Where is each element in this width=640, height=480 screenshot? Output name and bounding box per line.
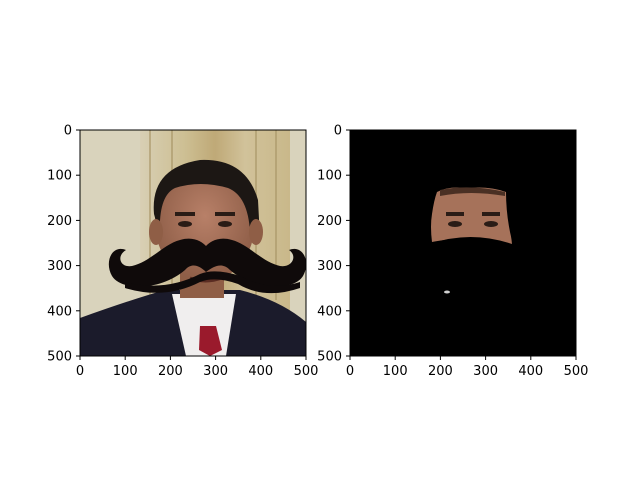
right-ticks: 0 100 200 300 400 500 0 100 200 300 400 500	[317, 124, 588, 380]
left-ytick-label: 300	[47, 259, 72, 274]
right-eye	[218, 221, 232, 227]
masked-face-region	[431, 187, 512, 246]
left-axes-frame	[79, 129, 307, 357]
left-xtick-label: 0	[76, 364, 84, 379]
masked-right-brow	[482, 212, 500, 216]
left-xtick-label: 200	[158, 364, 183, 379]
left-image	[80, 130, 306, 356]
right-ytick-label: 500	[317, 350, 342, 365]
right-xtick-label: 400	[518, 364, 543, 379]
left-eye	[178, 221, 192, 227]
left-ytick-label: 400	[47, 304, 72, 319]
mustache	[108, 238, 306, 287]
left-ear	[149, 219, 163, 245]
left-xtick-label: 500	[294, 364, 319, 379]
right-ytick-label: 0	[334, 124, 342, 139]
left-brow	[175, 212, 195, 216]
masked-left-brow	[446, 212, 464, 216]
left-ytick-label: 100	[47, 169, 72, 184]
mustache-lower	[125, 271, 300, 294]
left-ytick-label: 200	[47, 214, 72, 229]
masked-hair	[440, 187, 505, 196]
right-axes-frame	[349, 129, 577, 357]
hair	[153, 159, 260, 238]
right-xtick-label: 300	[473, 364, 498, 379]
masked-left-eye	[448, 221, 462, 227]
left-xtick-label: 100	[113, 364, 138, 379]
speck	[444, 290, 450, 294]
shirt	[172, 294, 236, 356]
left-ticks: 0 100 200 300 400 500 0 100 200 300 400 500	[47, 124, 318, 380]
left-xtick-label: 400	[248, 364, 273, 379]
left-ytick-label: 0	[64, 124, 72, 139]
right-ytick-label: 400	[317, 304, 342, 319]
left-axes: 0 100 200 300 400 500 0 100 200 300 400 500	[47, 124, 318, 380]
right-image	[350, 130, 576, 356]
right-ytick-label: 200	[317, 214, 342, 229]
right-ytick-label: 300	[317, 259, 342, 274]
right-xtick-label: 100	[383, 364, 408, 379]
right-brow	[215, 212, 235, 216]
left-xtick-label: 300	[203, 364, 228, 379]
right-xtick-label: 0	[346, 364, 354, 379]
masked-right-eye	[484, 221, 498, 227]
mustache-blackout	[430, 237, 514, 256]
left-ytick-label: 500	[47, 350, 72, 365]
right-ear	[249, 219, 263, 245]
right-xtick-label: 200	[428, 364, 453, 379]
right-axes: 0 100 200 300 400 500 0 100 200 300 400 500	[317, 124, 588, 380]
tie	[199, 326, 222, 356]
right-xtick-label: 500	[564, 364, 589, 379]
right-ytick-label: 100	[317, 169, 342, 184]
